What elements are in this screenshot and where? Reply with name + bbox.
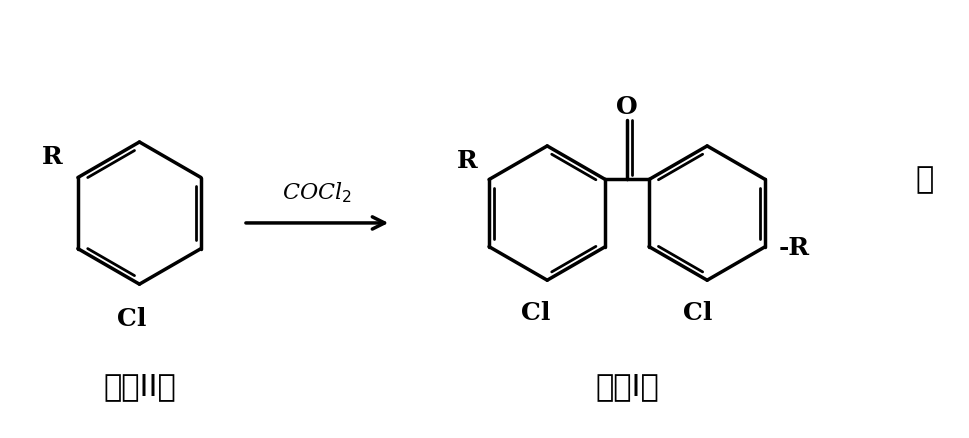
Text: -R: -R: [778, 235, 809, 259]
Text: COCl$_2$: COCl$_2$: [282, 180, 352, 204]
Text: 。: 。: [915, 165, 932, 194]
Text: O: O: [615, 95, 638, 119]
Text: R: R: [456, 148, 477, 172]
Text: Cl: Cl: [682, 300, 711, 324]
Text: 式（II）: 式（II）: [103, 371, 175, 400]
Text: 式（I）: 式（I）: [595, 371, 658, 400]
Text: Cl: Cl: [520, 300, 549, 324]
Text: Cl: Cl: [116, 306, 146, 330]
Text: R: R: [43, 145, 63, 168]
